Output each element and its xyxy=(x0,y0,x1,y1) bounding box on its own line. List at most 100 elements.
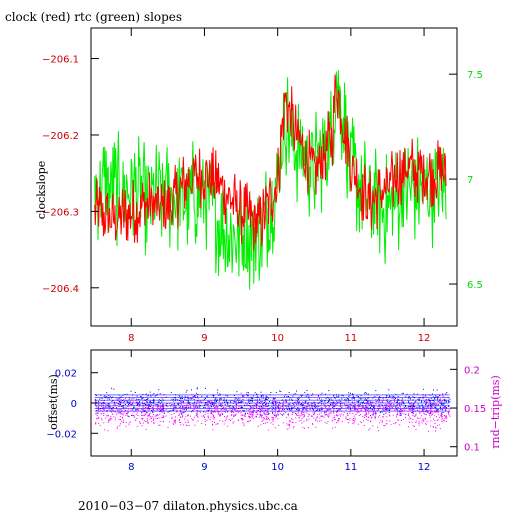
offset-point xyxy=(194,395,196,397)
roundtrip-point xyxy=(241,400,243,402)
roundtrip-point xyxy=(318,402,320,404)
roundtrip-point xyxy=(217,410,219,412)
roundtrip-point xyxy=(443,420,445,422)
roundtrip-point xyxy=(271,411,273,413)
roundtrip-point xyxy=(382,398,384,400)
offset-point xyxy=(348,398,349,400)
offset-point xyxy=(378,396,380,398)
roundtrip-point xyxy=(151,420,153,422)
offset-point xyxy=(271,409,273,410)
offset-point xyxy=(395,405,397,407)
offset-point xyxy=(205,387,206,389)
y2-tick-label: 7.5 xyxy=(467,70,483,81)
roundtrip-point xyxy=(262,416,264,418)
y-tick-label: −206.2 xyxy=(42,131,79,142)
roundtrip-point xyxy=(165,415,167,417)
roundtrip-point xyxy=(175,406,177,408)
offset-point xyxy=(445,393,447,395)
roundtrip-point xyxy=(250,414,252,416)
roundtrip-point xyxy=(295,417,297,419)
roundtrip-point xyxy=(201,423,203,424)
roundtrip-point xyxy=(354,420,356,422)
roundtrip-point xyxy=(433,406,435,408)
offset-point xyxy=(217,389,219,391)
offset-point xyxy=(178,404,180,405)
roundtrip-point xyxy=(190,405,191,407)
roundtrip-point xyxy=(339,408,341,410)
roundtrip-point xyxy=(175,420,177,422)
roundtrip-point xyxy=(254,416,256,418)
offset-point xyxy=(191,389,192,391)
offset-point xyxy=(217,413,219,415)
roundtrip-point xyxy=(282,400,284,401)
roundtrip-point xyxy=(158,417,160,419)
offset-point xyxy=(386,404,388,406)
roundtrip-point xyxy=(341,401,343,403)
roundtrip-point xyxy=(314,410,316,412)
offset-point xyxy=(127,412,129,413)
roundtrip-point xyxy=(282,422,284,424)
roundtrip-point xyxy=(441,409,443,410)
offset-point xyxy=(113,401,115,403)
offset-point xyxy=(304,392,306,394)
roundtrip-point xyxy=(155,410,157,412)
roundtrip-point xyxy=(230,402,232,404)
roundtrip-point xyxy=(182,411,184,413)
offset-point xyxy=(115,404,117,406)
roundtrip-point xyxy=(150,416,152,418)
roundtrip-point xyxy=(131,404,132,406)
roundtrip-point xyxy=(291,418,293,420)
roundtrip-point xyxy=(291,409,293,411)
roundtrip-point xyxy=(136,412,138,414)
roundtrip-point xyxy=(287,413,289,415)
roundtrip-point xyxy=(203,402,205,404)
roundtrip-point xyxy=(423,413,425,415)
roundtrip-point xyxy=(410,418,412,419)
offset-point xyxy=(249,400,251,402)
roundtrip-point xyxy=(381,421,383,423)
offset-point xyxy=(153,401,155,403)
roundtrip-point xyxy=(267,416,269,418)
roundtrip-point xyxy=(333,411,335,413)
offset-point xyxy=(369,407,371,408)
roundtrip-point xyxy=(380,420,382,422)
roundtrip-point xyxy=(128,398,130,400)
roundtrip-point xyxy=(273,399,275,401)
offset-point xyxy=(179,407,181,409)
roundtrip-point xyxy=(365,412,367,414)
roundtrip-point xyxy=(127,410,129,412)
roundtrip-point xyxy=(145,428,147,430)
offset-point xyxy=(426,401,428,403)
offset-point xyxy=(259,411,261,413)
offset-point xyxy=(393,396,395,397)
offset-point xyxy=(434,398,436,400)
roundtrip-point xyxy=(357,405,359,407)
offset-point xyxy=(173,404,175,406)
offset-point xyxy=(405,396,407,398)
offset-point xyxy=(261,414,263,416)
offset-point xyxy=(180,411,182,413)
offset-point xyxy=(224,401,225,403)
offset-point xyxy=(431,393,433,395)
roundtrip-point xyxy=(256,401,258,403)
offset-point xyxy=(313,401,315,403)
roundtrip-point xyxy=(319,417,321,419)
roundtrip-point xyxy=(163,409,164,410)
roundtrip-point xyxy=(369,411,371,413)
offset-point xyxy=(196,388,198,390)
roundtrip-point xyxy=(421,409,423,411)
offset-point xyxy=(183,401,184,403)
roundtrip-point xyxy=(121,413,123,415)
offset-point xyxy=(220,405,222,407)
roundtrip-point xyxy=(240,418,242,419)
roundtrip-point xyxy=(219,420,221,422)
roundtrip-point xyxy=(227,405,229,407)
roundtrip-point xyxy=(338,419,340,421)
roundtrip-point xyxy=(202,399,204,401)
roundtrip-point xyxy=(328,409,330,411)
roundtrip-point xyxy=(197,416,199,418)
offset-point xyxy=(385,409,387,410)
roundtrip-point xyxy=(264,410,265,412)
offset-point xyxy=(437,404,439,406)
offset-point xyxy=(412,409,414,411)
